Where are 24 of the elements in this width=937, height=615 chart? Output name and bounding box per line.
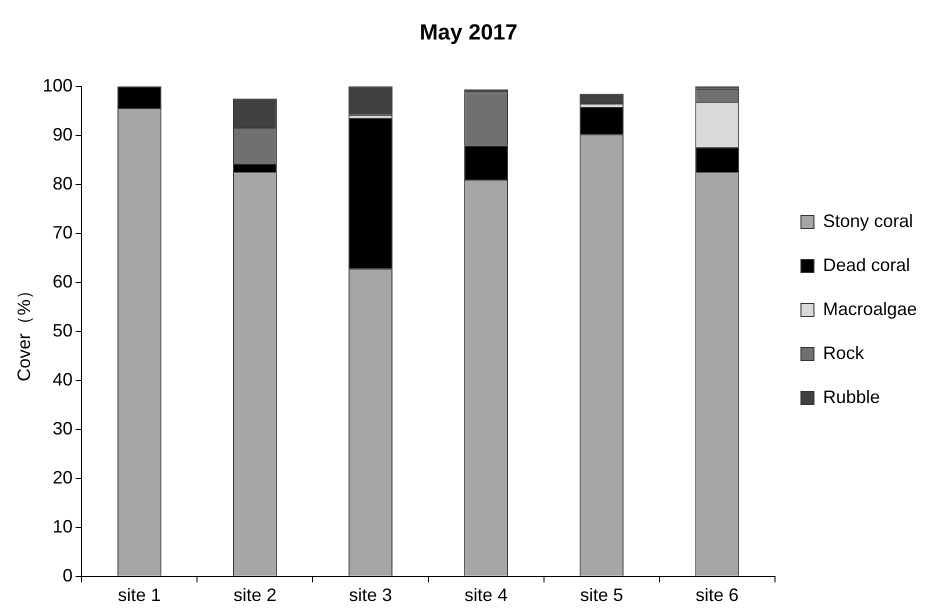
- x-tick-label: site 1: [118, 585, 161, 606]
- y-tick-label: 40: [52, 369, 73, 390]
- y-tick-label: 20: [52, 467, 73, 488]
- y-tick-label: 30: [52, 418, 73, 438]
- legend-label: Macroalgae: [822, 298, 918, 319]
- y-tick-label: 90: [52, 124, 73, 144]
- legend-label: Dead coral: [822, 254, 910, 275]
- y-tick-label: 10: [52, 516, 73, 536]
- legend-label: Rock: [822, 342, 865, 363]
- x-tick-label: site 3: [349, 585, 392, 606]
- legend-label: Rubble: [822, 386, 880, 407]
- chart-title: May 2017: [420, 19, 518, 44]
- y-tick-label: 80: [52, 173, 73, 194]
- legend-label: Stony coral: [822, 210, 913, 231]
- y-tick-label: 0: [62, 565, 73, 586]
- x-tick-label: site 2: [233, 585, 276, 606]
- x-tick-label: site 5: [580, 585, 624, 606]
- y-tick-label: 50: [52, 320, 73, 340]
- x-tick-label: site 4: [464, 585, 508, 606]
- y-tick-label: 100: [42, 75, 73, 96]
- x-tick-label: site 6: [696, 585, 739, 606]
- y-tick-label: 70: [52, 222, 73, 242]
- y-axis-title: Cover（%）: [14, 281, 34, 382]
- y-tick-label: 60: [52, 271, 73, 292]
